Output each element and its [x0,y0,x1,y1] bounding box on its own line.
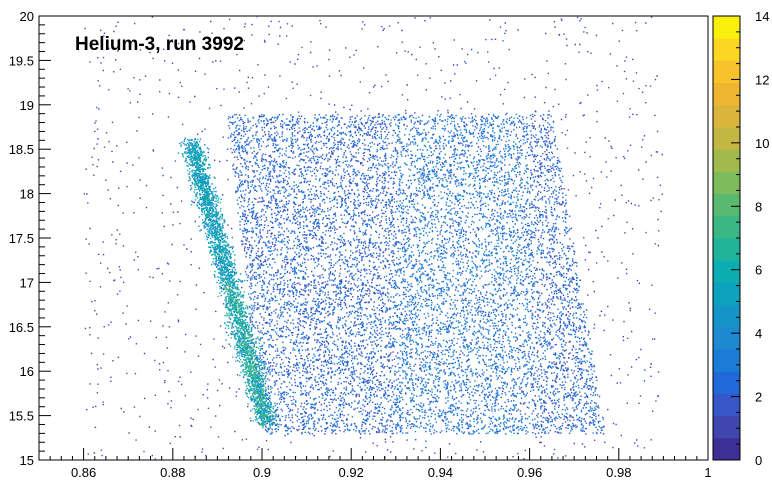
x-tick-label: 0.96 [517,465,542,480]
z-tick-label: 14 [755,9,769,24]
point-group-1 [84,16,661,460]
x-tick-label: 0.94 [428,465,453,480]
color-bar-segment [713,437,740,461]
y-tick-label: 17 [20,275,34,290]
color-bar-segment [713,16,740,39]
y-tick-label: 15 [20,453,34,468]
color-bar-segment [713,127,740,150]
x-tick-label: 0.86 [71,465,96,480]
color-bar-segment [713,415,740,439]
color-bar-segment [713,238,740,261]
color-bar-segment [713,260,740,283]
color-bar-segment [713,149,740,172]
color-bar-segment [713,393,740,417]
color-bar-segment [713,60,740,84]
color-bar-segment [713,193,740,217]
x-tick-label: 0.9 [253,465,271,480]
y-tick-label: 19.5 [9,53,34,68]
color-bar-segment [713,104,740,128]
z-tick-label: 2 [755,390,762,405]
y-tick-label: 18 [20,187,34,202]
y-tick-label: 18.5 [9,142,34,157]
y-tick-label: 19 [20,98,34,113]
color-bar-segment [713,304,740,328]
color-bar-segment [713,82,740,106]
color-bar-segment [713,215,740,239]
color-bar-segment [713,326,740,350]
point-group-0 [229,113,603,435]
x-tick-label: 0.98 [606,465,631,480]
scatter-points [83,16,663,462]
color-bar-segment [713,171,740,195]
y-tick-label: 15.5 [9,409,34,424]
z-tick-label: 8 [755,199,762,214]
x-axis: 0.86 0.88 0.9 0.92 0.94 0.96 0.98 1 [38,448,712,480]
color-scale-bar: 0 2 4 6 8 10 12 14 [712,9,769,468]
z-tick-label: 12 [755,72,769,87]
y-tick-label: 20 [20,9,34,24]
x-tick-label: 1 [704,465,711,480]
color-bar-segment [713,371,740,394]
z-tick-label: 10 [755,136,769,151]
plot-frame [38,15,709,461]
y-tick-label: 16 [20,364,34,379]
y-tick-label: 17.5 [9,231,34,246]
x-tick-label: 0.92 [339,465,364,480]
y-axis: 15 15.5 16 16.5 17 17.5 18 18.5 19 19.5 20 [9,9,51,468]
x-tick-label: 0.88 [160,465,185,480]
color-bar-segment [713,38,740,61]
z-tick-label: 6 [755,263,762,278]
color-bar-segment [713,282,740,306]
y-tick-label: 16.5 [9,320,34,335]
color-bar-segment [713,349,740,372]
z-tick-label: 0 [755,453,762,468]
z-tick-label: 4 [755,326,762,341]
chart-title: Helium-3, run 3992 [75,34,244,55]
